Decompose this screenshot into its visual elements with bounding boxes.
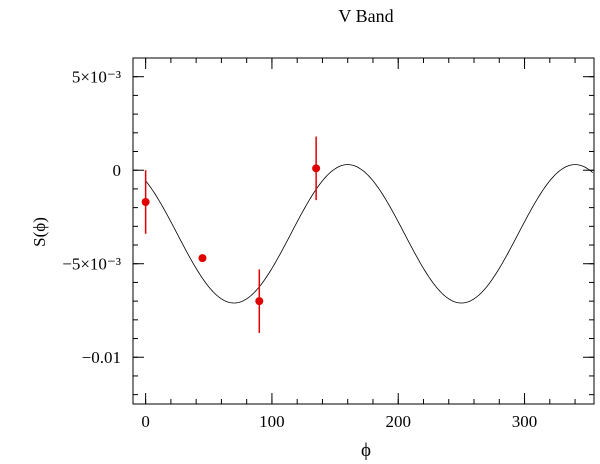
data-point	[255, 297, 264, 306]
x-axis-label: ϕ	[361, 440, 371, 461]
y-tick-label: −0.01	[82, 348, 121, 367]
x-tick-label: 300	[512, 412, 538, 431]
x-tick-label: 200	[385, 412, 411, 431]
y-tick-label: 5×10⁻³	[72, 68, 121, 87]
model-curve	[145, 164, 594, 304]
x-tick-label: 100	[259, 412, 285, 431]
chart-title: V Band	[338, 6, 393, 26]
plot-frame	[132, 57, 595, 405]
y-tick-label: −5×10⁻³	[62, 255, 121, 274]
data-point	[141, 198, 150, 207]
data-point	[198, 254, 207, 263]
data-points	[141, 136, 321, 333]
data-point	[312, 164, 321, 173]
axis-ticks: 0 100 200 300 5×10⁻³ 0 −5×10⁻³ −0.01	[62, 57, 594, 431]
y-tick-label: 0	[113, 161, 122, 180]
x-tick-label: 0	[141, 412, 150, 431]
y-axis-label: S(ϕ)	[30, 217, 49, 247]
